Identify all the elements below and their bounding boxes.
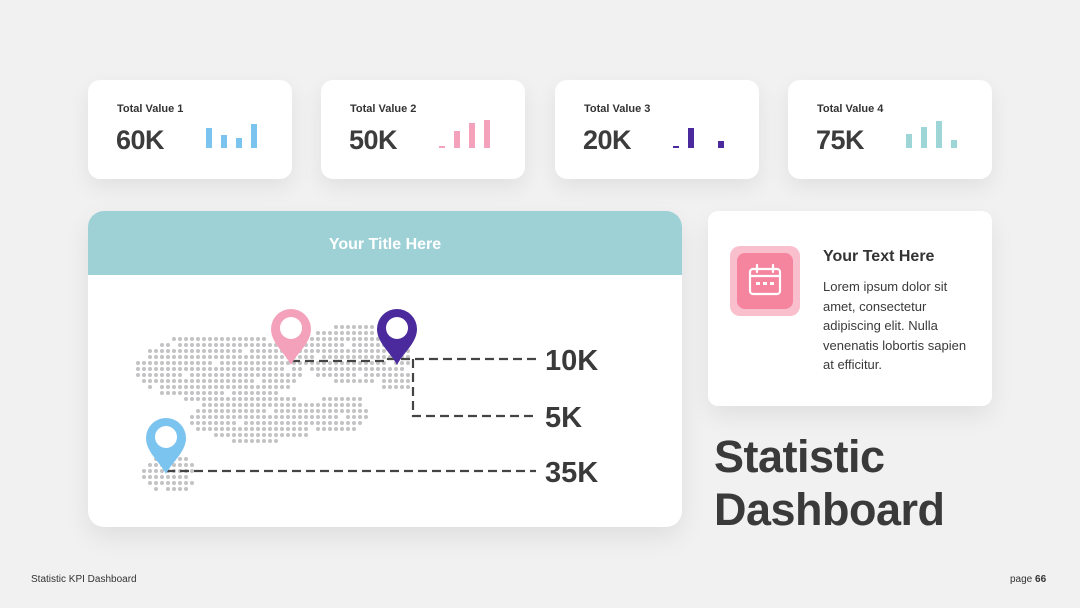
- pin-value-35k: 35K: [545, 457, 598, 489]
- kpi-mini-bar-chart: [206, 120, 266, 148]
- kpi-value: 50K: [349, 125, 398, 155]
- kpi-mini-bar: [673, 146, 679, 148]
- kpi-mini-bar: [236, 138, 242, 148]
- page-label: page: [1010, 574, 1033, 585]
- text-card-body: Lorem ipsum dolor sit amet, consectetur …: [823, 279, 967, 372]
- kpi-mini-bar: [906, 134, 912, 148]
- kpi-card-4: Total Value 4 75K: [788, 80, 992, 179]
- kpi-label: Total Value 4: [817, 103, 884, 115]
- footer-label: Statistic KPI Dashboard: [31, 574, 137, 585]
- kpi-mini-bar-chart: [906, 120, 966, 148]
- kpi-mini-bar: [484, 120, 490, 148]
- kpi-mini-bar: [936, 121, 942, 148]
- world-map-graphic: 10K 5K 35K: [136, 309, 598, 491]
- kpi-mini-bar: [921, 127, 927, 148]
- kpi-mini-bar: [454, 131, 460, 148]
- kpi-card-2: Total Value 2 50K: [321, 80, 525, 179]
- calendar-tile: [730, 246, 800, 316]
- kpi-mini-bar-chart: [439, 120, 499, 148]
- page-number: page 66: [1010, 574, 1046, 585]
- kpi-card-1: Total Value 1 60K: [88, 80, 292, 179]
- kpi-mini-bar: [251, 124, 257, 148]
- pin-value-5k: 5K: [545, 402, 582, 434]
- kpi-mini-bar: [469, 123, 475, 148]
- page-number-value: 66: [1035, 574, 1047, 585]
- kpi-label: Total Value 3: [584, 103, 651, 115]
- connector-line-1: [291, 357, 536, 363]
- kpi-mini-bar: [718, 141, 724, 148]
- kpi-mini-bar-chart: [673, 120, 733, 148]
- map-card: Your Title Here 10K 5K 35K: [88, 211, 682, 527]
- kpi-card-3: Total Value 3 20K: [555, 80, 759, 179]
- pin-value-10k: 10K: [545, 345, 598, 377]
- text-card: Your Text Here Lorem ipsum dolor sit ame…: [708, 211, 992, 406]
- kpi-mini-bar: [206, 128, 212, 148]
- connector-line-2: [411, 359, 536, 418]
- page-title: Statistic Dashboard: [714, 431, 945, 535]
- kpi-value: 20K: [583, 125, 632, 155]
- calendar-icon: [748, 263, 782, 296]
- kpi-label: Total Value 2: [350, 103, 417, 115]
- kpi-value: 75K: [816, 125, 865, 155]
- map-card-header: [88, 211, 682, 275]
- kpi-mini-bar: [688, 128, 694, 148]
- kpi-mini-bar: [439, 146, 445, 148]
- kpi-mini-bar: [951, 140, 957, 148]
- pink-map-pin-icon: [271, 309, 311, 365]
- purple-map-pin-icon: [377, 309, 417, 365]
- kpi-mini-bar: [221, 135, 227, 148]
- kpi-label: Total Value 1: [117, 103, 184, 115]
- kpi-value: 60K: [116, 125, 165, 155]
- dotted-map-region: [136, 325, 410, 491]
- text-card-heading: Your Text Here: [823, 248, 935, 265]
- blue-map-pin-icon: [146, 418, 186, 474]
- map-card-title: Your Title Here: [328, 236, 442, 253]
